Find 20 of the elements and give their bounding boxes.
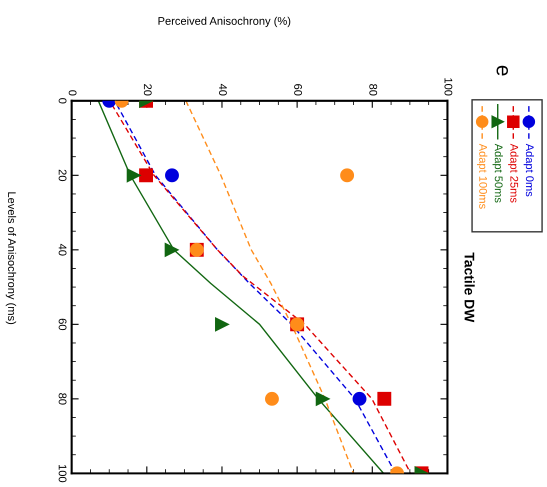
x-tick-label: 0 <box>68 90 77 96</box>
x-tick-label: 40 <box>218 84 227 96</box>
x-tick-label: 80 <box>369 84 378 96</box>
y-tick-label: 60 <box>58 318 66 330</box>
text: e <box>496 66 508 76</box>
y-tick-label: 80 <box>58 393 66 405</box>
text: Adapt 0ms <box>524 144 534 196</box>
x-tick-label: 100 <box>444 78 452 96</box>
x-tick-label: 60 <box>294 84 302 96</box>
y-tick-label: 100 <box>58 464 66 482</box>
text: Tactile DW <box>464 252 475 322</box>
y-tick-label: 40 <box>58 244 66 256</box>
text: Adapt 100ms <box>476 144 488 209</box>
x-tick-label: 20 <box>144 84 152 96</box>
y-tick-label: 0 <box>58 98 66 104</box>
text: Adapt 25ms <box>508 144 518 203</box>
text: Adapt 50ms <box>492 144 503 203</box>
y-axis-title: Levels of Anisochrony (ms) <box>6 192 16 324</box>
y-tick-label: 20 <box>58 170 66 182</box>
x-axis-title: Perceived Anisochrony (%) <box>158 16 290 28</box>
